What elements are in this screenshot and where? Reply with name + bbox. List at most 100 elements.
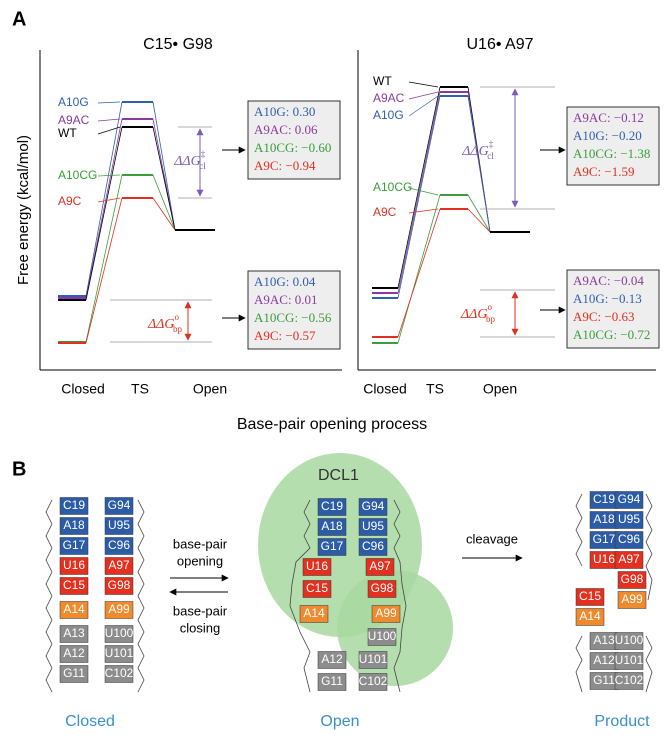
leader (408, 95, 439, 117)
leader (97, 101, 121, 104)
backbones (45, 493, 653, 693)
nucleotide-box (59, 577, 89, 595)
nucleotide: G11 (593, 673, 615, 687)
nucleotide: G94 (108, 498, 131, 512)
nucleotide: U101 (615, 653, 644, 667)
leader (97, 126, 121, 135)
value-box (566, 106, 660, 186)
level-label: WT (373, 74, 392, 88)
nucleotide: U16 (306, 559, 328, 573)
connector (152, 126, 176, 231)
plot-title: C15• G98 (143, 36, 213, 53)
ddg-symbol: ΔΔG (147, 317, 175, 332)
ddg-sup: ‡ (201, 149, 206, 159)
level-label: A9AC (373, 91, 405, 105)
box-value: A10CG: −0.56 (254, 310, 332, 325)
nucleotide: G94 (362, 499, 385, 513)
nucleotide-box (367, 580, 397, 598)
connector (397, 194, 441, 344)
nucleotide-box (358, 538, 388, 556)
leader (408, 81, 439, 88)
nucleotide-box (614, 551, 644, 569)
nucleotide-box (59, 497, 89, 515)
nucleotide-box (317, 673, 347, 691)
nucleotide: G11 (321, 674, 343, 688)
connector (397, 208, 441, 338)
level-label: A10CG (373, 180, 412, 194)
ddg-symbol: ΔΔG (461, 144, 489, 159)
nucleotide-box (317, 518, 347, 536)
nucleotide: C19 (63, 498, 85, 512)
connector (152, 101, 176, 231)
connector (397, 86, 441, 289)
nucleotide-box (299, 605, 329, 623)
nucleotide-box (104, 517, 134, 535)
panel-label: A (12, 8, 26, 30)
x-tick-label: TS (131, 381, 149, 397)
nucleotide: C102 (105, 666, 134, 680)
nucleotide: U95 (618, 512, 640, 526)
x-tick-label: Open (483, 381, 517, 397)
nucleotide: U95 (362, 519, 384, 533)
ddg-sup: o (488, 302, 493, 312)
nucleotide-box (365, 558, 395, 576)
nucleotide-box (614, 632, 644, 650)
box-value: A10G: 0.04 (254, 274, 316, 289)
nucleotide: A13 (63, 626, 85, 640)
box-value: A10CG: −0.72 (573, 327, 650, 342)
nucleotide-box (59, 625, 89, 643)
y-axis-label: Free energy (kcal/mol) (15, 135, 32, 285)
level-label: A10G (373, 108, 404, 122)
box-value: A10CG: −0.60 (254, 140, 331, 155)
nucleotide: A13 (593, 633, 615, 647)
connector (85, 118, 123, 299)
nucleotide-box (104, 625, 134, 643)
connector (467, 208, 491, 233)
leader (408, 91, 439, 100)
nucleotide: U95 (108, 518, 130, 532)
ddg-sup: o (175, 312, 180, 322)
nucleotide: U101 (359, 652, 388, 666)
ddg-sub: bp (486, 314, 496, 324)
connector (85, 126, 123, 301)
level-label: A9AC (58, 113, 90, 127)
nucleotide: C15 (579, 589, 601, 603)
x-tick-label: Closed (61, 381, 105, 397)
nucleotide: G17 (593, 532, 616, 546)
nucleotide-box (614, 491, 644, 509)
arrow-label: cleavage (466, 531, 518, 546)
nucleotide: C102 (615, 673, 644, 687)
nucleotide-box (104, 577, 134, 595)
ddg-label: ΔΔGo bp (147, 312, 183, 334)
nucleotide: C19 (321, 499, 343, 513)
nucleotide-box (575, 588, 605, 606)
plot-title: U16• A97 (467, 36, 534, 53)
nucleotide-box (104, 557, 134, 575)
nucleotide: A12 (321, 652, 343, 666)
ddg-sup: ‡ (489, 139, 494, 149)
ddg-symbol: ΔΔG (460, 307, 488, 322)
nucleotide: C96 (618, 532, 640, 546)
box-value: A10G: −0.20 (573, 128, 642, 143)
state-label: Closed (65, 713, 115, 730)
connector (467, 194, 491, 233)
state-label: Product (594, 713, 650, 730)
leader (97, 174, 121, 177)
value-box (566, 269, 660, 349)
box-value: A9C: −0.57 (254, 328, 316, 343)
nucleotide: A18 (593, 512, 615, 526)
value-box (247, 270, 341, 350)
nucleotide-box (317, 538, 347, 556)
connector (397, 91, 441, 294)
box-value: A9AC: −0.12 (573, 110, 644, 125)
level-label: WT (58, 126, 77, 140)
nucleotide: A18 (63, 518, 85, 532)
nucleotide-box (59, 537, 89, 555)
nucleotide-box (617, 591, 647, 609)
arrow-label: base-pair (173, 603, 228, 618)
enzyme-label: DCL1 (318, 467, 359, 484)
nucleotide: A14 (303, 606, 325, 620)
nucleotide-box (614, 511, 644, 529)
nucleotide: U100 (105, 626, 134, 640)
